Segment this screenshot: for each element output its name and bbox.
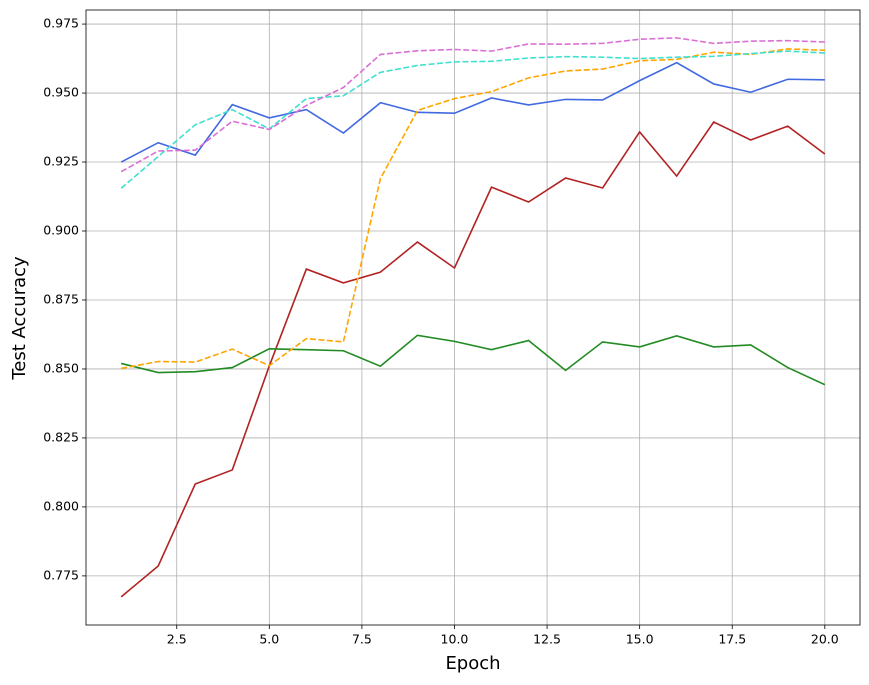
series-line [120, 50, 825, 189]
series-line [121, 48, 825, 370]
y-tick-label: 0.900 [43, 223, 79, 238]
x-axis-label: Epoch [445, 653, 500, 674]
y-tick-label: 0.825 [43, 429, 79, 444]
plot-frame [85, 9, 861, 626]
y-axis-label: Test Accuracy [9, 256, 30, 381]
x-tick-label: 15.0 [626, 632, 654, 647]
y-tick-label: 0.925 [43, 154, 79, 169]
x-tick-label: 12.5 [533, 632, 561, 647]
x-tick-label: 20.0 [811, 632, 839, 647]
x-tick-label: 5.0 [259, 632, 279, 647]
series-line [120, 334, 826, 386]
series-line [120, 120, 826, 598]
series-line [120, 61, 825, 163]
y-tick-label: 0.975 [43, 16, 79, 31]
y-tick-label: 0.950 [43, 85, 79, 100]
y-tick-label: 0.850 [43, 360, 79, 375]
y-tick-label: 0.775 [43, 567, 79, 582]
y-tick-label: 0.875 [43, 291, 79, 306]
x-tick-label: 10.0 [441, 632, 469, 647]
x-tick-label: 7.5 [352, 632, 372, 647]
x-tick-label: 2.5 [167, 632, 187, 647]
y-tick-label: 0.800 [43, 498, 79, 513]
x-tick-label: 17.5 [718, 632, 746, 647]
series-line [120, 37, 825, 173]
